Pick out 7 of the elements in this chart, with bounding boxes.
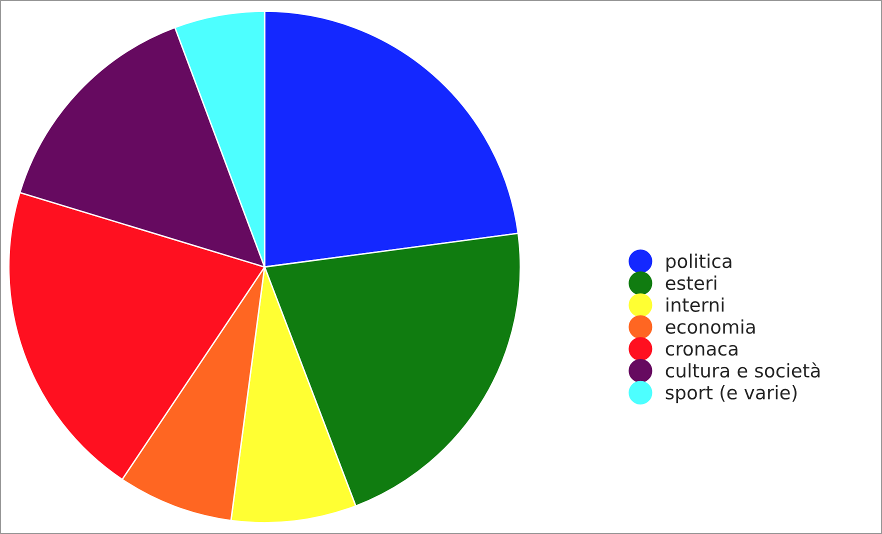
- legend-label: esteri: [666, 276, 716, 290]
- legend-label: politica: [666, 254, 732, 272]
- legend-label: cronaca: [666, 344, 738, 356]
- legend-label: cultura e società: [666, 362, 820, 378]
- legend-label: economia: [666, 319, 755, 334]
- legend-label: interni: [666, 297, 724, 312]
- legend-label: sport (e varie): [666, 385, 797, 404]
